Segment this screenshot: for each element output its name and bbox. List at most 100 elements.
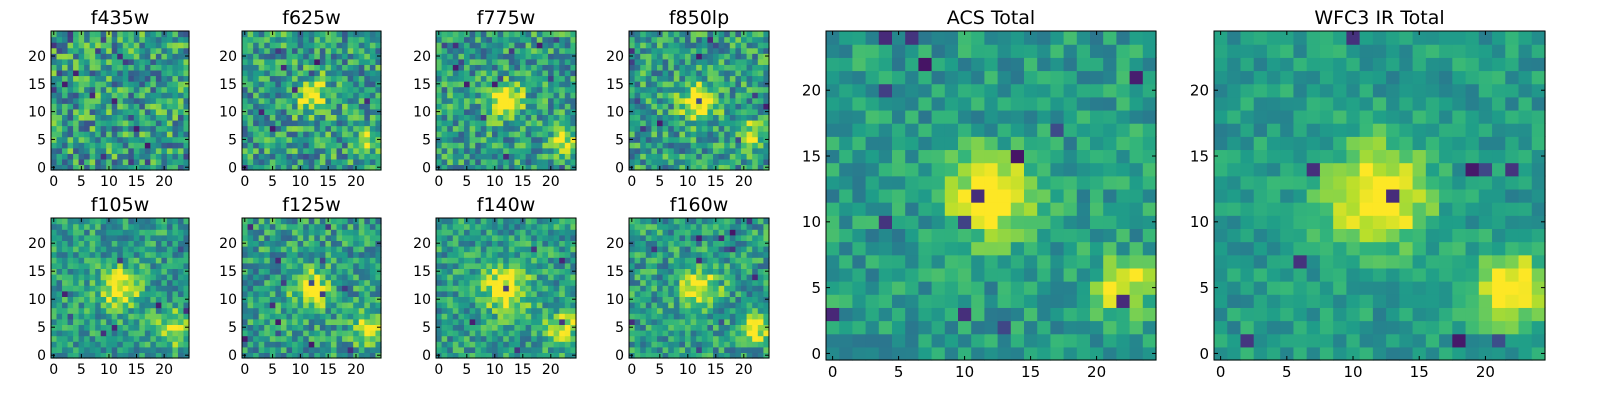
heatmap-cell [640,81,647,88]
heatmap-cell [325,158,332,166]
heatmap-cell [358,246,365,253]
heatmap-cell [172,274,179,281]
heatmap-cell [133,97,140,104]
heatmap-cell [73,335,80,342]
heatmap-cell [757,153,764,160]
heatmap-cell [84,246,91,253]
heatmap-cell [308,136,315,143]
heatmap-cell [336,302,343,309]
heatmap-cell [100,268,107,275]
heatmap-cell [330,86,338,93]
heatmap-cell [685,341,692,348]
heatmap-cell [100,31,107,38]
heatmap-cell [629,47,636,54]
heatmap-cell [56,53,63,60]
heatmap-cell [358,251,365,258]
heatmap-cell [514,307,521,314]
heatmap-cell [729,302,736,309]
heatmap-cell [100,302,107,309]
heatmap-cell [542,136,549,143]
heatmap-cell [172,125,179,132]
heatmap-cell [752,58,759,65]
heatmap-cell [330,240,338,247]
y-tick-label: 15 [219,77,237,93]
heatmap-cell [106,58,113,65]
heatmap-cell [746,290,753,297]
heatmap-cell [713,307,720,314]
heatmap-cell [314,81,321,88]
heatmap-cell [559,223,566,230]
heatmap-cell [741,318,748,325]
heatmap-cell [662,302,669,309]
heatmap-cell [634,108,641,115]
heatmap-cell [347,307,354,314]
y-tick-label: 15 [28,77,46,93]
heatmap-cell [342,125,349,132]
heatmap-cell [139,285,146,292]
heatmap-cell [662,318,669,325]
heatmap-cell [375,262,382,269]
heatmap-cell [155,229,162,236]
heatmap-cell [486,97,493,104]
heatmap-cell [662,153,669,160]
heatmap-cell [375,279,382,286]
heatmap-cell [735,296,742,303]
heatmap-cell [353,268,360,275]
heatmap-cell [111,119,118,127]
heatmap-cell [634,131,641,138]
heatmap-cell [503,318,510,325]
heatmap-cell [514,103,521,110]
heatmap-cell [247,136,254,143]
heatmap-cell [319,251,326,258]
heatmap-cell [139,153,146,160]
heatmap-cell [264,103,271,110]
heatmap-cell [679,81,686,88]
heatmap-cell [100,75,107,82]
heatmap-cell [707,97,714,104]
heatmap-cell [269,42,276,49]
heatmap-cell [713,346,720,353]
heatmap-cell [100,279,107,286]
heatmap-cell [713,330,720,337]
heatmap-cell [133,324,140,331]
heatmap-cell [447,136,454,143]
heatmap-cell [629,114,636,121]
heatmap-cell [133,335,140,342]
heatmap-cell [640,108,647,115]
heatmap-cell [553,142,560,149]
heatmap-cell [525,136,532,143]
heatmap-cell [314,223,321,230]
heatmap-cell [314,296,321,303]
heatmap-cell [548,158,555,166]
heatmap-cell [657,313,664,320]
heatmap-cell [139,136,146,143]
heatmap-cell [73,240,80,247]
heatmap-cell [718,324,725,331]
heatmap-cell [128,103,135,110]
heatmap-cell [95,153,102,160]
heatmap-cell [336,251,343,258]
heatmap-cell [280,324,288,331]
heatmap-cell [330,218,338,225]
heatmap-cell [469,97,476,104]
heatmap-cell [531,234,538,241]
heatmap-cell [662,313,669,320]
heatmap-cell [177,229,185,236]
heatmap-cell [531,262,538,269]
heatmap-cell [314,125,321,132]
heatmap-cell [553,285,560,292]
heatmap-cell [133,330,140,337]
heatmap-cell [458,92,465,99]
heatmap-cell [757,352,764,359]
heatmap-cell [707,47,714,54]
heatmap-cell [330,262,338,269]
heatmap-cell [441,158,448,166]
heatmap-cell [548,268,555,275]
heatmap-cell [144,53,151,60]
heatmap-cell [150,131,157,138]
heatmap-cell [286,64,293,71]
heatmap-cell [492,257,499,264]
heatmap-cell [314,75,321,82]
heatmap-cell [89,108,96,115]
heatmap-cell [84,296,91,303]
